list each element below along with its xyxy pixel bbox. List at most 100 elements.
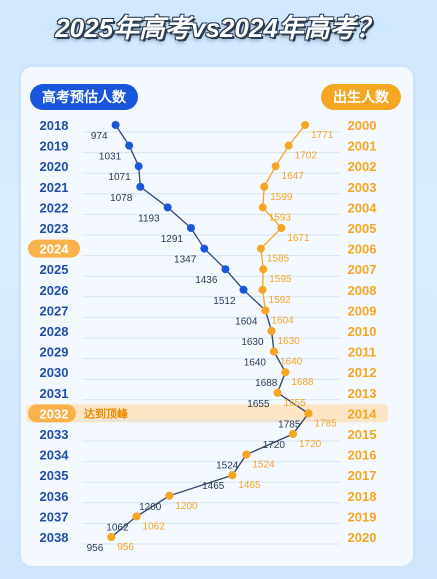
exam-point	[136, 182, 145, 191]
birth-value-label: 956	[117, 542, 134, 553]
birth-value-label: 1599	[270, 192, 293, 203]
exam-year-label: 2036	[40, 489, 69, 504]
exam-value-label: 956	[87, 543, 104, 554]
birth-value-label: 1771	[311, 130, 334, 141]
birth-year-label: 2013	[348, 386, 377, 401]
exam-point	[125, 141, 134, 150]
birth-year-label: 2000	[348, 118, 377, 133]
birth-value-label: 1655	[284, 398, 307, 409]
exam-value-label: 1062	[106, 522, 129, 533]
exam-year-label: 2021	[40, 180, 69, 195]
birth-year-label: 2015	[348, 427, 377, 442]
exam-point	[304, 409, 313, 418]
birth-count-legend: 出生人数	[321, 84, 401, 110]
exam-value-label: 1512	[213, 296, 236, 307]
exam-year-label: 2018	[40, 118, 69, 133]
birth-year-label: 2006	[348, 242, 377, 257]
exam-point	[132, 512, 141, 521]
exam-point	[242, 450, 251, 459]
page-title: 2025年高考vs2024年高考？	[55, 13, 382, 43]
exam-point	[239, 285, 248, 294]
exam-value-label: 1078	[110, 193, 133, 204]
exam-value-label: 1071	[108, 172, 131, 183]
exam-value-label: 1200	[139, 502, 162, 513]
exam-year-label: 2023	[40, 221, 69, 236]
exam-point	[107, 533, 116, 541]
birth-point	[256, 244, 265, 253]
exam-value-label: 1604	[235, 316, 258, 327]
birth-value-label: 1585	[267, 254, 290, 265]
exam-value-label: 1630	[241, 337, 264, 348]
birth-value-label: 1524	[252, 460, 275, 471]
exam-point	[221, 265, 230, 274]
birth-year-label: 2001	[348, 139, 377, 154]
birth-point	[277, 224, 286, 232]
exam-year-label: 2022	[40, 200, 69, 215]
birth-year-label: 2009	[348, 303, 377, 318]
exam-value-label: 1031	[99, 152, 122, 163]
birth-value-label: 1647	[282, 171, 305, 182]
exam-point	[134, 162, 143, 171]
exam-year-label: 2034	[40, 448, 70, 463]
birth-year-label: 2002	[348, 159, 377, 174]
exam-year-label: 2038	[40, 530, 69, 545]
birth-year-label: 2011	[348, 345, 376, 360]
peak-year-highlight	[28, 404, 76, 423]
exam-year-label: 2029	[40, 345, 69, 360]
exam-point	[165, 491, 174, 500]
birth-year-label: 2007	[348, 262, 377, 277]
exam-point	[186, 224, 195, 232]
birth-value-label: 1702	[295, 151, 318, 162]
birth-point	[258, 285, 267, 294]
exam-year-label: 2030	[40, 365, 69, 380]
birth-year-label: 2004	[348, 200, 378, 215]
exam-value-label: 1688	[255, 378, 278, 389]
exam-year-label: 2019	[40, 139, 69, 154]
exam-point	[163, 203, 172, 212]
exam-value-label: 1193	[138, 213, 160, 224]
peak-label: 达到顶峰	[84, 406, 129, 420]
birth-year-label: 2019	[348, 509, 377, 524]
exam-year-label: 2028	[40, 324, 69, 339]
birth-value-label: 1640	[280, 357, 303, 368]
peak-row-highlight	[26, 404, 388, 423]
birth-value-label: 1592	[269, 295, 292, 306]
exam-year-label: 2032	[40, 406, 69, 421]
birth-year-label: 2014	[348, 406, 378, 421]
birth-year-label: 2008	[348, 283, 377, 298]
exam-value-label: 1720	[263, 440, 286, 451]
exam-year-label: 2031	[40, 386, 69, 401]
exam-count-legend: 高考预估人数	[30, 84, 138, 110]
exam-point	[269, 347, 278, 356]
birth-year-label: 2020	[348, 530, 377, 545]
birth-value-label: 1785	[314, 418, 337, 429]
birth-value-label: 1671	[287, 233, 310, 244]
birth-year-label: 2012	[348, 365, 377, 380]
birth-point	[271, 162, 280, 171]
current-year-highlight	[28, 239, 80, 258]
exam-year-label: 2033	[40, 427, 69, 442]
birth-value-label: 1062	[143, 521, 166, 532]
exam-point	[281, 368, 290, 377]
birth-value-label: 1200	[175, 501, 198, 512]
exam-year-label: 2037	[40, 509, 69, 524]
birth-value-label: 1593	[269, 212, 292, 223]
birth-year-label: 2003	[348, 180, 377, 195]
exam-value-label: 1640	[244, 358, 267, 369]
birth-point	[260, 182, 269, 191]
exam-point	[288, 430, 297, 438]
exam-year-label: 2025	[40, 262, 69, 277]
exam-year-label: 2035	[40, 468, 69, 483]
exam-value-label: 1524	[216, 461, 239, 472]
birth-year-label: 2018	[348, 489, 377, 504]
exam-value-label: 1347	[174, 255, 197, 266]
exam-point	[273, 388, 282, 397]
exam-value-label: 1785	[278, 419, 301, 430]
birth-value-label: 1720	[299, 439, 322, 450]
birth-point	[284, 141, 293, 150]
exam-point	[267, 327, 276, 335]
exam-value-label: 1436	[195, 275, 218, 286]
birth-value-label: 1630	[278, 336, 301, 347]
exam-value-label: 974	[91, 131, 108, 142]
